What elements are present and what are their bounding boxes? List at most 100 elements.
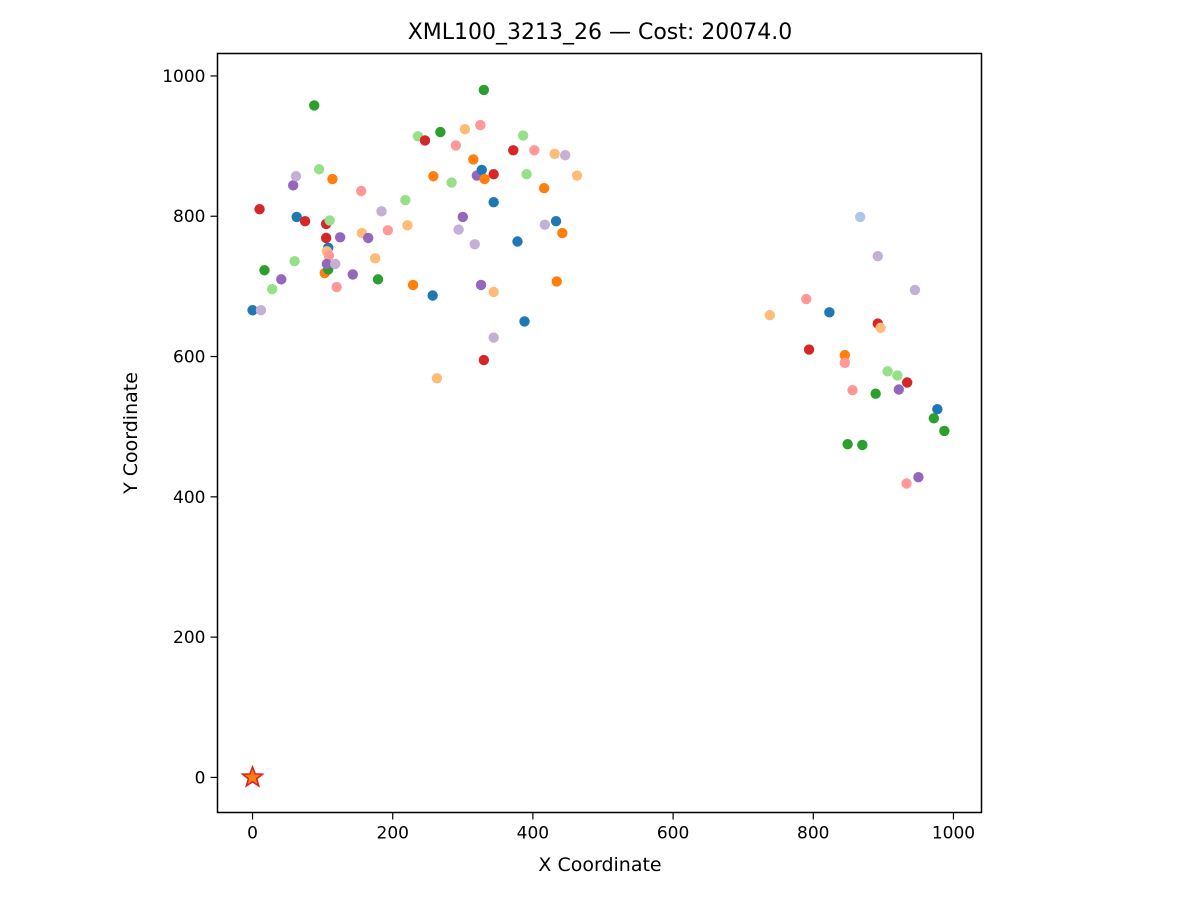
customer-point — [247, 305, 258, 316]
y-tick-label: 600 — [173, 348, 205, 368]
customer-point — [323, 250, 335, 261]
customer-point — [803, 344, 815, 355]
y-axis-ticks: 0 200 400 600 800 1000 — [162, 67, 218, 788]
customer-point — [475, 279, 487, 291]
customer-point — [913, 471, 924, 483]
customer-point — [928, 413, 940, 424]
customer-point — [289, 255, 300, 267]
customer-point — [488, 197, 499, 208]
customer-point — [857, 439, 868, 451]
customer-point — [382, 225, 394, 236]
depot-marker — [240, 764, 265, 788]
customer-point — [488, 168, 499, 180]
customer-point — [435, 126, 446, 138]
y-tick-label: 0 — [195, 768, 206, 788]
customer-point — [450, 140, 462, 151]
customer-point — [559, 150, 571, 161]
customer-point — [321, 258, 333, 270]
customer-point — [939, 425, 950, 437]
customer-point — [309, 100, 320, 111]
customer-point — [839, 357, 851, 369]
customer-point — [459, 124, 471, 135]
customer-point — [419, 135, 431, 146]
y-tick-label: 400 — [173, 488, 205, 508]
customer-point — [327, 173, 338, 185]
customer-point — [932, 403, 943, 415]
customer-point — [255, 305, 267, 316]
customer-point — [872, 251, 883, 262]
y-tick-label: 200 — [173, 628, 205, 648]
x-tick-label: 0 — [247, 824, 258, 844]
customer-point — [428, 171, 439, 182]
x-tick-label: 200 — [377, 824, 409, 844]
customer-point — [801, 293, 812, 305]
customer-point — [259, 265, 270, 276]
customer-point — [446, 177, 457, 188]
customer-point — [457, 211, 469, 223]
customer-point — [476, 164, 487, 176]
customer-point — [893, 384, 904, 395]
customer-point — [402, 220, 413, 231]
chart-title: XML100_3213_26 — Cost: 20074.0 — [408, 20, 793, 45]
customer-point — [902, 377, 913, 388]
customer-point — [519, 316, 530, 327]
customer-point — [330, 258, 341, 270]
customer-point — [468, 154, 479, 165]
x-tick-label: 1000 — [932, 824, 975, 844]
customer-point — [824, 307, 835, 318]
customer-point — [882, 366, 893, 377]
customer-point — [320, 232, 332, 244]
customer-point — [372, 274, 384, 285]
customer-point — [290, 171, 302, 182]
customer-point — [839, 349, 851, 361]
customer-point — [376, 206, 387, 217]
customer-point — [453, 224, 464, 235]
customer-point — [538, 182, 550, 194]
customer-point — [847, 385, 858, 396]
y-tick-label: 1000 — [162, 67, 205, 87]
customer-point — [313, 164, 325, 175]
customer-point — [287, 180, 299, 191]
x-axis-ticks: 0 200 400 600 800 1000 — [247, 812, 975, 844]
customer-point — [517, 130, 529, 141]
customer-point — [875, 322, 886, 333]
customer-point — [539, 219, 551, 230]
customer-point — [842, 439, 853, 450]
customer-point — [362, 232, 374, 244]
customer-point — [521, 168, 532, 180]
customer-point — [334, 232, 346, 243]
customer-point — [901, 478, 912, 489]
customer-point — [855, 211, 866, 223]
customer-point — [551, 276, 562, 287]
customer-point — [478, 354, 490, 366]
customer-point — [529, 145, 540, 156]
customer-point — [370, 253, 381, 264]
customer-point — [427, 290, 438, 301]
customer-point — [488, 286, 499, 298]
customer-point — [512, 236, 523, 247]
depot-star — [240, 764, 265, 788]
customer-point — [479, 173, 490, 185]
customer-point — [764, 309, 776, 321]
customer-point — [266, 283, 278, 295]
customer-point — [407, 279, 419, 291]
customer-point — [347, 269, 358, 280]
y-axis-label: Y Coordinate — [120, 372, 142, 495]
customer-point — [475, 119, 486, 131]
data-points — [247, 84, 950, 489]
customer-point — [299, 215, 311, 227]
customer-point — [324, 215, 335, 226]
customer-point — [276, 274, 287, 285]
x-tick-label: 800 — [797, 824, 829, 844]
customer-point — [892, 370, 903, 381]
axes-frame — [216, 52, 983, 814]
plot-area: 0 200 400 600 800 1000 0 200 400 600 800 1000 — [162, 52, 983, 844]
customer-point — [254, 204, 265, 215]
customer-point — [508, 145, 519, 156]
customer-point — [870, 388, 881, 399]
x-tick-label: 400 — [517, 824, 549, 844]
x-tick-label: 600 — [657, 824, 689, 844]
customer-point — [549, 148, 560, 160]
customer-point — [431, 373, 443, 384]
